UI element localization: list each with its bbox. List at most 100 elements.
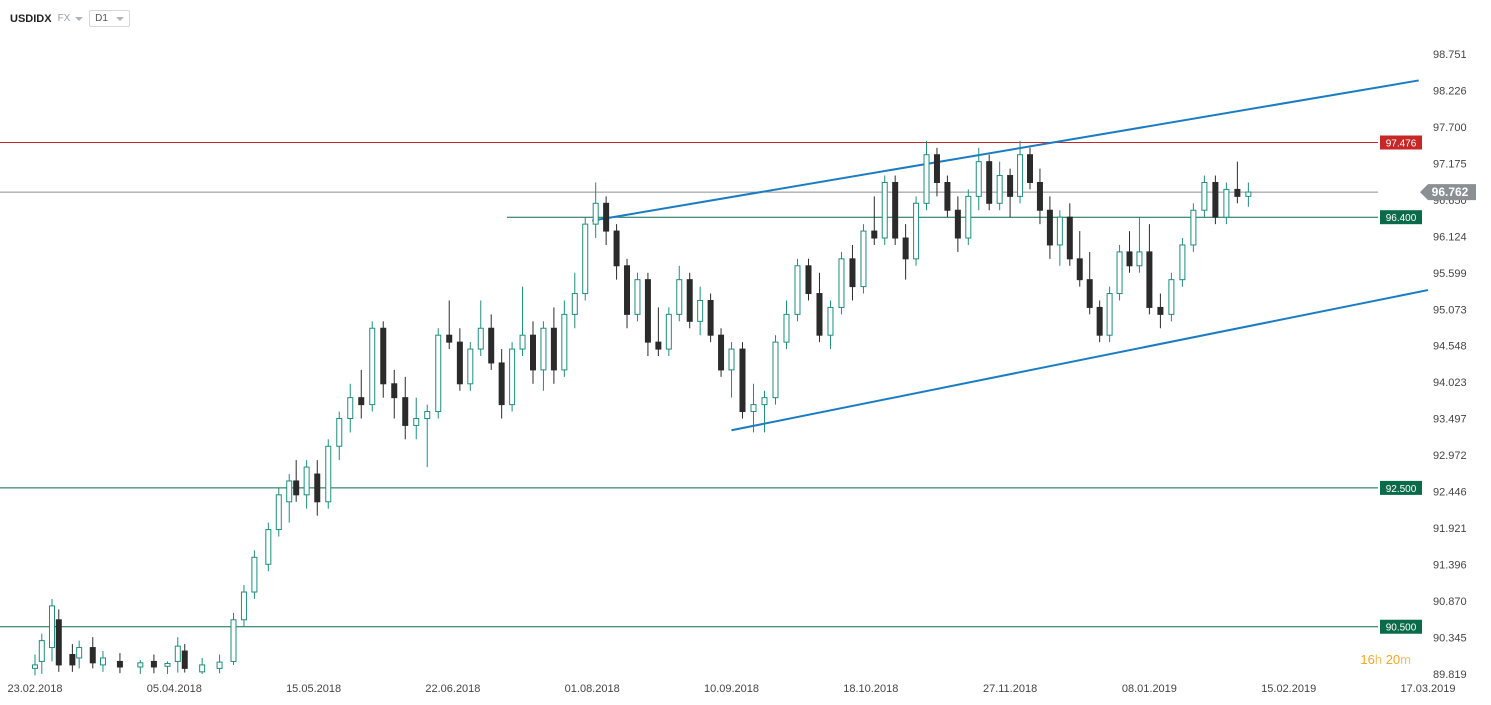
candle[interactable] [728,342,735,398]
candle[interactable] [816,272,823,343]
candle[interactable] [1066,203,1073,266]
candle[interactable] [686,272,693,329]
candle[interactable] [923,140,930,211]
candle[interactable] [230,612,237,665]
candle[interactable] [164,661,171,674]
candle[interactable] [1007,168,1014,218]
candle[interactable] [954,196,961,252]
candle[interactable] [32,654,38,676]
candle[interactable] [529,321,536,384]
candle[interactable] [1201,175,1208,218]
candle[interactable] [1179,238,1186,287]
candle[interactable] [707,293,714,343]
candle[interactable] [881,175,888,245]
candle[interactable] [391,369,398,419]
candle[interactable] [303,460,310,509]
candle[interactable] [676,265,683,322]
candle[interactable] [827,300,834,350]
candle[interactable] [1086,251,1093,315]
candle[interactable] [216,654,223,674]
candle[interactable] [838,251,845,315]
candle[interactable] [1076,231,1083,287]
candle[interactable] [413,397,420,440]
candle[interactable] [1046,196,1053,259]
candle[interactable] [174,637,181,673]
candle[interactable] [446,300,453,350]
candle[interactable] [286,474,293,523]
candle[interactable] [76,640,83,669]
candle[interactable] [750,383,757,433]
trendline[interactable] [592,79,1419,222]
candle[interactable] [336,411,343,461]
candle[interactable] [1157,293,1164,329]
candle[interactable] [1027,147,1033,190]
candle[interactable] [358,369,365,419]
candle[interactable] [1234,161,1241,204]
candle[interactable] [199,657,206,674]
candle[interactable] [424,404,431,468]
candle[interactable] [1017,140,1024,204]
trendline[interactable] [731,289,1429,432]
timeframe-selector[interactable]: D1 [89,10,130,27]
candle[interactable] [456,328,463,391]
candle[interactable] [665,307,672,357]
candle[interactable] [275,487,282,537]
candle[interactable] [402,376,409,440]
candle[interactable] [137,660,144,674]
candle[interactable] [783,300,790,350]
candle[interactable] [986,154,993,211]
candle[interactable] [933,147,940,197]
candle[interactable] [1212,175,1219,225]
candle[interactable] [1126,231,1133,273]
candle[interactable] [603,196,610,245]
candle[interactable] [739,342,746,419]
candle[interactable] [1116,244,1123,301]
candle[interactable] [509,342,516,412]
candle[interactable] [314,460,321,516]
candle[interactable] [892,175,899,245]
candle[interactable] [116,653,123,674]
candle[interactable] [996,161,1003,211]
candle[interactable] [944,175,951,218]
candle[interactable] [1136,217,1143,273]
candle[interactable] [38,633,45,674]
candle[interactable] [794,258,801,322]
candle[interactable] [1245,182,1252,207]
candle[interactable] [571,272,578,329]
candle[interactable] [871,196,878,245]
candle[interactable] [582,217,589,301]
candle[interactable] [1106,286,1113,343]
candle[interactable] [293,460,300,502]
candle[interactable] [1036,168,1043,225]
candle[interactable] [240,585,247,627]
candle[interactable] [965,189,972,245]
candle[interactable] [69,644,76,672]
candle[interactable] [1056,210,1063,266]
candle[interactable] [488,314,495,370]
candle[interactable] [644,272,651,357]
candle[interactable] [849,244,856,301]
candle[interactable] [1146,224,1153,315]
candle[interactable] [55,609,62,672]
candle[interactable] [772,335,779,405]
candle[interactable] [550,307,557,384]
candle[interactable] [1168,272,1175,322]
candle[interactable] [718,328,725,377]
candle[interactable] [150,654,157,674]
candle[interactable] [634,272,641,322]
candle[interactable] [99,651,106,672]
candle[interactable] [519,286,526,357]
candle[interactable] [265,522,272,572]
candle[interactable] [697,286,704,336]
candle[interactable] [592,182,599,239]
candle[interactable] [540,321,547,391]
candle[interactable] [860,224,867,294]
candle[interactable] [624,258,631,329]
candle[interactable] [805,258,812,301]
candle[interactable] [1223,182,1230,225]
candle[interactable] [380,321,387,398]
candle[interactable] [761,390,768,433]
candle[interactable] [251,550,258,599]
candle[interactable] [561,300,568,377]
